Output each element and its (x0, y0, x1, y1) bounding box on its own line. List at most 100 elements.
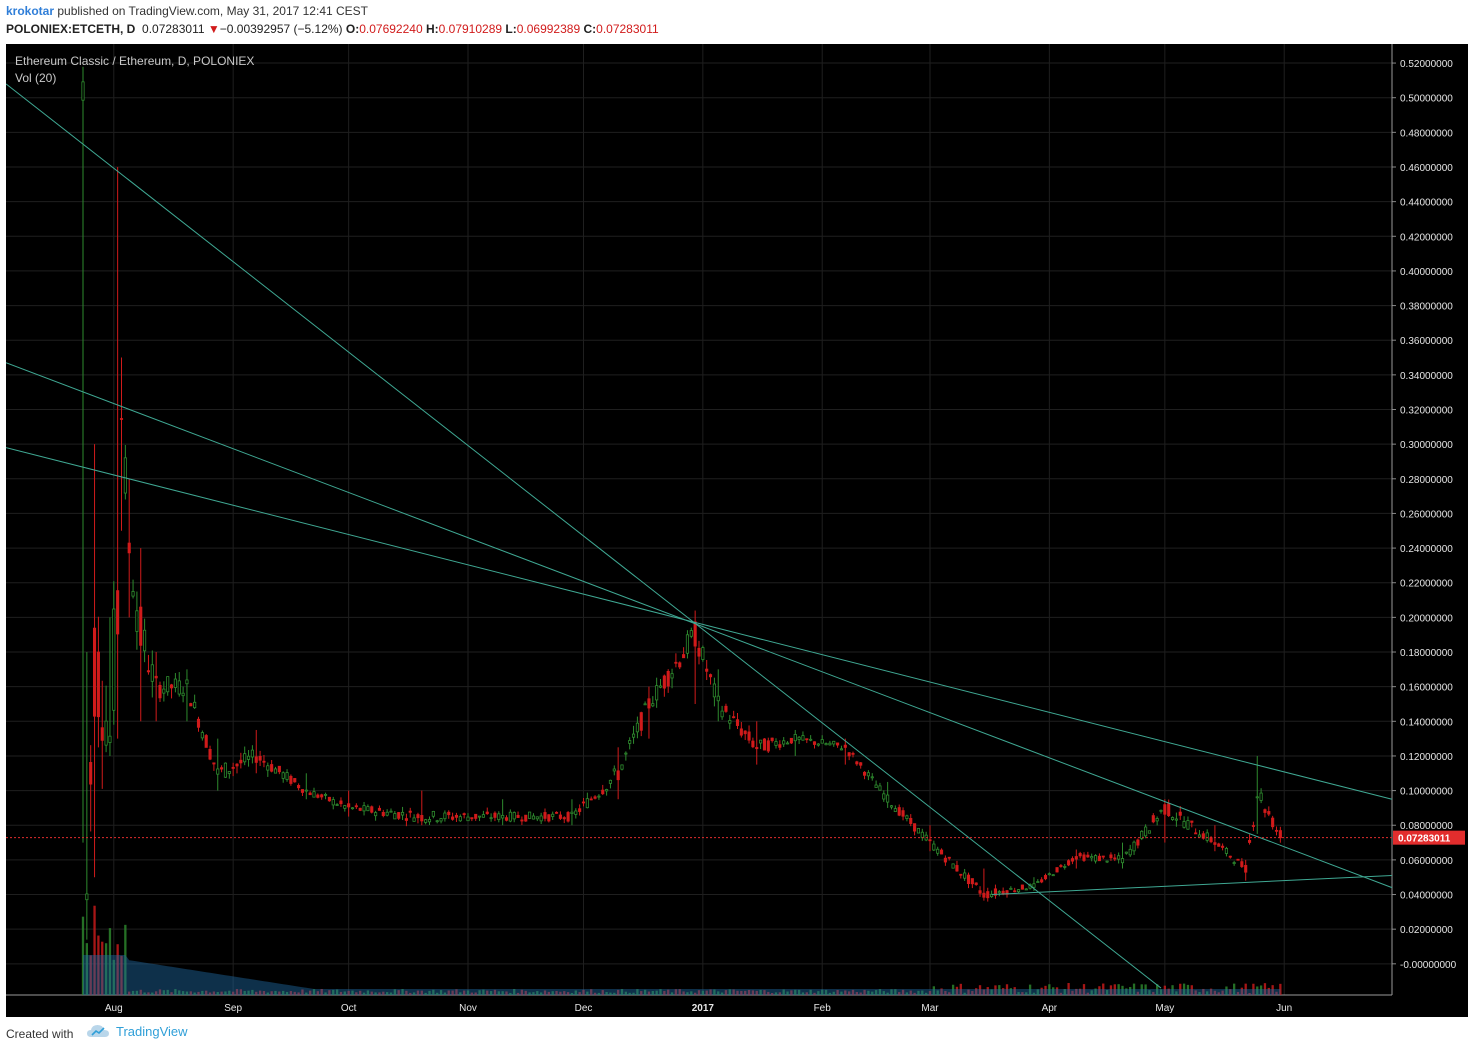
last-price-label: 0.07283011 (1398, 834, 1451, 845)
volume-bar (543, 990, 547, 995)
candle-body (293, 778, 297, 783)
candle-body (755, 747, 759, 750)
volume-bar (1244, 983, 1247, 995)
x-tick-label: Feb (814, 1003, 832, 1014)
volume-bar (516, 992, 520, 995)
candle-body (316, 794, 320, 798)
volume-bar (832, 991, 835, 995)
author-link[interactable]: krokotar (6, 4, 55, 18)
candle-body (1201, 833, 1205, 839)
candle-body (1194, 832, 1198, 835)
y-tick-label: 0.02000000 (1400, 925, 1453, 936)
open-value: 0.07692240 (359, 22, 423, 36)
candle-body (220, 767, 224, 770)
candle-body (501, 814, 505, 819)
candle-body (1047, 873, 1051, 876)
volume-bar (374, 992, 377, 995)
volume-bar (1048, 984, 1051, 995)
candle-body (986, 891, 990, 899)
volume-bar (667, 989, 670, 995)
x-tick-label: Apr (1042, 1003, 1058, 1014)
chart-title: Ethereum Classic / Ethereum, D, POLONIEX (15, 54, 255, 68)
candle-body (712, 683, 716, 698)
chart-area[interactable]: 0.52000000 0.50000000 0.48000000 0.46000000… (6, 44, 1468, 1017)
candle-body (951, 863, 955, 869)
volume-bar (135, 990, 139, 995)
candle-body (943, 857, 947, 863)
candle-body (1117, 855, 1121, 860)
candle-body (1086, 854, 1090, 858)
candle-body (189, 703, 193, 707)
candle-body (1224, 848, 1229, 854)
volume-bar (917, 990, 920, 995)
candle-body (154, 675, 158, 679)
volume-bar (928, 991, 932, 995)
chart-header: krokotar published on TradingView.com, M… (0, 0, 1471, 44)
candle-body (504, 817, 509, 821)
volume-bar (1028, 984, 1032, 995)
volume-bar (532, 992, 535, 995)
candle-body (1093, 855, 1098, 862)
candle-body (285, 772, 289, 780)
volume-bar (1140, 984, 1143, 995)
candle-body (589, 798, 593, 801)
volume-bar (936, 990, 939, 995)
candle-body (655, 685, 659, 701)
candle-body (643, 703, 647, 706)
y-tick-label: 0.20000000 (1400, 613, 1453, 624)
candle-body (997, 891, 1001, 894)
volume-bar (901, 989, 905, 995)
volume-bar (174, 989, 177, 995)
candle-body (1240, 861, 1244, 867)
price-chart[interactable]: 0.52000000 0.50000000 0.48000000 0.46000000… (6, 44, 1468, 1017)
volume-bar (1155, 984, 1159, 995)
volume-bar (154, 991, 158, 995)
candle-body (1251, 825, 1255, 827)
volume-bar (1125, 988, 1128, 995)
volume-bar (1217, 992, 1220, 995)
trendline (6, 83, 1162, 989)
candle-body (216, 768, 220, 775)
trendline (6, 362, 1393, 889)
volume-bar (616, 989, 620, 995)
candle-body (1009, 887, 1013, 890)
candle-body (343, 805, 347, 809)
volume-bar (416, 990, 420, 995)
footer: Created with TradingView (0, 1017, 1471, 1052)
volume-bar (262, 991, 266, 995)
candle-body (974, 882, 978, 885)
candle-body (135, 610, 139, 632)
volume-bar (212, 991, 216, 995)
candle-body (262, 760, 266, 763)
symbol-label: POLONIEX:ETCETH, D (6, 22, 136, 36)
candle-body (1205, 832, 1209, 841)
volume-bar (951, 984, 955, 995)
candle-body (1209, 837, 1213, 843)
candle-body (400, 811, 405, 816)
candle-body (281, 772, 285, 779)
y-tick-label: 0.30000000 (1400, 440, 1453, 451)
candle-body (801, 735, 805, 741)
candle-body (223, 762, 228, 778)
volume-bar (613, 992, 616, 995)
candle-body (1163, 804, 1167, 815)
candle-body (1040, 879, 1044, 883)
volume-bar (1213, 990, 1217, 995)
volume-bar (412, 992, 416, 995)
candle-body (678, 662, 682, 668)
volume-bar (620, 989, 624, 995)
volume-bar (828, 992, 832, 995)
volume-bar (1036, 989, 1039, 995)
volume-bar (1256, 986, 1259, 995)
candle-body (862, 771, 867, 776)
candle-body (370, 806, 374, 813)
x-tick-label: May (1155, 1003, 1174, 1014)
tradingview-logo[interactable]: TradingView (86, 1023, 188, 1039)
candle-body (304, 789, 308, 792)
volume-bar (955, 986, 959, 995)
y-tick-label: 0.18000000 (1400, 648, 1453, 659)
candle-body (462, 813, 466, 816)
volume-bar (774, 992, 778, 995)
volume-bar (686, 992, 689, 995)
volume-bar (986, 987, 989, 995)
